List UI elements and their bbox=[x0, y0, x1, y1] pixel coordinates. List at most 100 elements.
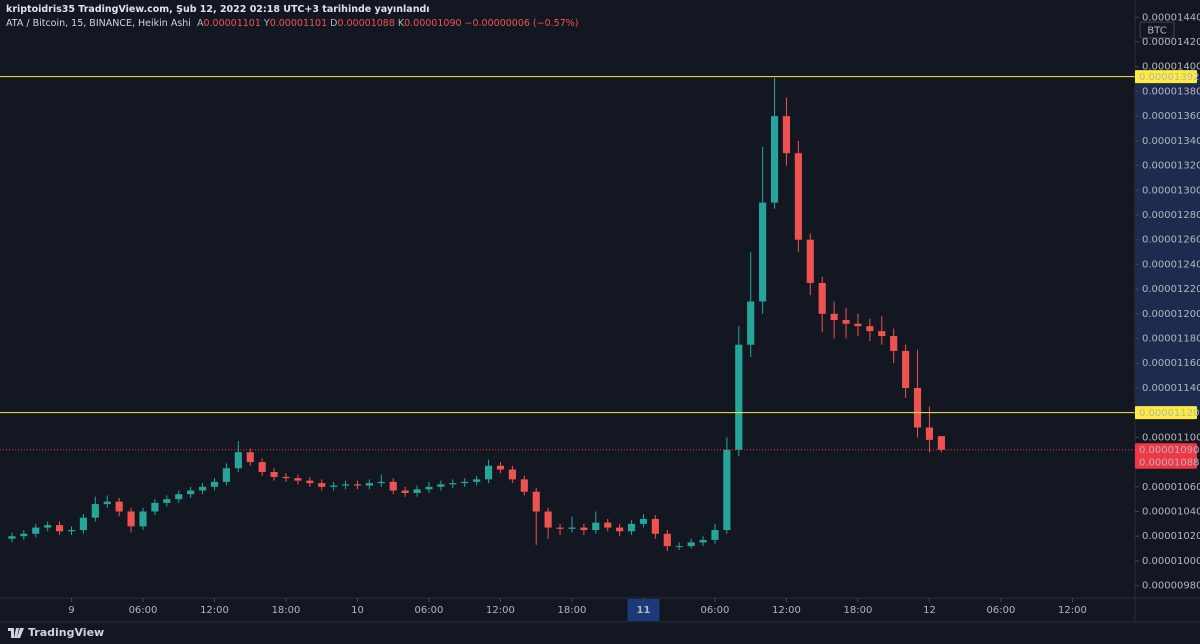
horizontal-line-label-box bbox=[1135, 70, 1197, 84]
price-label-box bbox=[1135, 455, 1197, 469]
candle-body bbox=[913, 387, 922, 428]
legend-change: −0.00000006 (−0.57%) bbox=[464, 18, 579, 29]
legend-key: Y bbox=[263, 18, 270, 29]
x-tick-label: 12:00 bbox=[200, 605, 229, 616]
y-tick-label: 0.00001280 bbox=[1142, 210, 1200, 221]
x-tick-highlight bbox=[627, 599, 660, 621]
candle-body bbox=[401, 490, 409, 493]
logo-shape bbox=[8, 627, 24, 638]
y-tick-label: 0.00001180 bbox=[1142, 334, 1200, 345]
candle-body bbox=[139, 511, 147, 527]
y-tick-label: 0.00001140 bbox=[1142, 383, 1200, 394]
candle-body bbox=[163, 499, 171, 503]
horizontal-line-label-box bbox=[1135, 406, 1197, 420]
axis-background bbox=[1135, 76, 1200, 413]
candle-body bbox=[20, 533, 28, 537]
candle-body bbox=[604, 522, 612, 528]
legend-value: 0.00001090 bbox=[404, 18, 462, 29]
candle-body bbox=[747, 301, 755, 345]
candle-body bbox=[937, 436, 945, 450]
candle-body bbox=[115, 501, 123, 512]
x-tick-label: 12 bbox=[923, 605, 936, 616]
candle-body bbox=[711, 530, 719, 540]
y-tick-label: 0.00001160 bbox=[1142, 358, 1200, 369]
footer: TradingView bbox=[8, 626, 104, 639]
candle-body bbox=[496, 465, 505, 470]
candle-body bbox=[544, 511, 552, 528]
legend-value: 0.00001101 bbox=[269, 18, 328, 29]
candle-body bbox=[818, 282, 826, 314]
legend-key: K bbox=[397, 18, 405, 29]
candle-body bbox=[198, 486, 207, 491]
candle-body bbox=[735, 344, 743, 450]
candle-body bbox=[187, 490, 195, 495]
candle-body bbox=[925, 427, 934, 440]
candle-body bbox=[437, 484, 445, 487]
candle-body bbox=[592, 522, 600, 531]
publisher: kriptoidris35 TradingView.com, Şub 12, 2… bbox=[6, 4, 430, 15]
y-tick-label: 0.00001340 bbox=[1142, 136, 1200, 147]
candle-body bbox=[580, 527, 588, 531]
candle-body bbox=[556, 527, 564, 529]
brand: TradingView bbox=[28, 626, 105, 639]
y-tick-label: 0.00001360 bbox=[1142, 111, 1200, 122]
candle-body bbox=[44, 525, 52, 528]
symbol: ATA / Bitcoin, 15, BINANCE, Heikin Ashi bbox=[6, 18, 191, 29]
y-tick-label: 0.00001020 bbox=[1142, 531, 1200, 542]
candle-body bbox=[425, 486, 433, 490]
legend-key: A bbox=[196, 18, 204, 29]
candle-body bbox=[699, 539, 707, 543]
candle-body bbox=[616, 527, 624, 532]
candle-body bbox=[770, 116, 779, 203]
candle-body bbox=[484, 465, 493, 480]
candle-body bbox=[8, 536, 16, 539]
x-tick-label: 10 bbox=[351, 605, 364, 616]
candle-body bbox=[222, 468, 230, 482]
candle-body bbox=[103, 501, 111, 505]
y-tick-label: 0.00000980 bbox=[1142, 581, 1200, 592]
candle-body bbox=[341, 484, 350, 486]
y-tick-label: 0.00001100 bbox=[1142, 432, 1200, 443]
y-tick-label: 0.00001000 bbox=[1142, 556, 1200, 567]
y-tick-label: 0.00001420 bbox=[1142, 37, 1200, 48]
legend-value: 0.00001101 bbox=[203, 18, 261, 29]
candle-body bbox=[127, 511, 135, 527]
candle-body bbox=[878, 331, 886, 337]
candle-body bbox=[890, 336, 898, 351]
candle-body bbox=[56, 525, 64, 532]
y-tick-label: 0.00001320 bbox=[1142, 161, 1200, 172]
candle-body bbox=[389, 481, 397, 491]
x-tick-label: 06:00 bbox=[701, 605, 730, 616]
unit-box bbox=[1139, 21, 1175, 39]
x-tick-label: 9 bbox=[68, 605, 74, 616]
legend-key: D bbox=[330, 18, 338, 29]
candle-body bbox=[520, 479, 528, 492]
candle-body bbox=[318, 483, 326, 487]
x-tick-label: 06:00 bbox=[987, 605, 1016, 616]
candle-body bbox=[687, 542, 695, 547]
x-tick-label: 18:00 bbox=[558, 605, 587, 616]
candle-body bbox=[234, 452, 242, 469]
candle-body bbox=[723, 449, 731, 531]
horizontal-line-label: 0.00001120 bbox=[1139, 408, 1199, 419]
candle-body bbox=[330, 485, 338, 487]
candle-body bbox=[568, 527, 576, 529]
x-tick-label: 18:00 bbox=[272, 605, 301, 616]
candle-body bbox=[902, 350, 910, 388]
candle-body bbox=[651, 518, 659, 534]
candle-body bbox=[830, 313, 838, 321]
candle-body bbox=[365, 483, 373, 486]
y-tick-label: 0.00001260 bbox=[1142, 235, 1200, 246]
candle-body bbox=[246, 452, 254, 463]
candle-body bbox=[663, 533, 671, 547]
range-highlight bbox=[1135, 76, 1200, 413]
candle-body bbox=[508, 469, 516, 480]
candle-body bbox=[282, 476, 290, 479]
candle-body bbox=[842, 320, 850, 324]
candle-body bbox=[627, 523, 636, 532]
candle-body bbox=[294, 478, 302, 481]
x-tick-label: 06:00 bbox=[129, 605, 158, 616]
y-tick-label: 0.00001380 bbox=[1142, 86, 1200, 97]
